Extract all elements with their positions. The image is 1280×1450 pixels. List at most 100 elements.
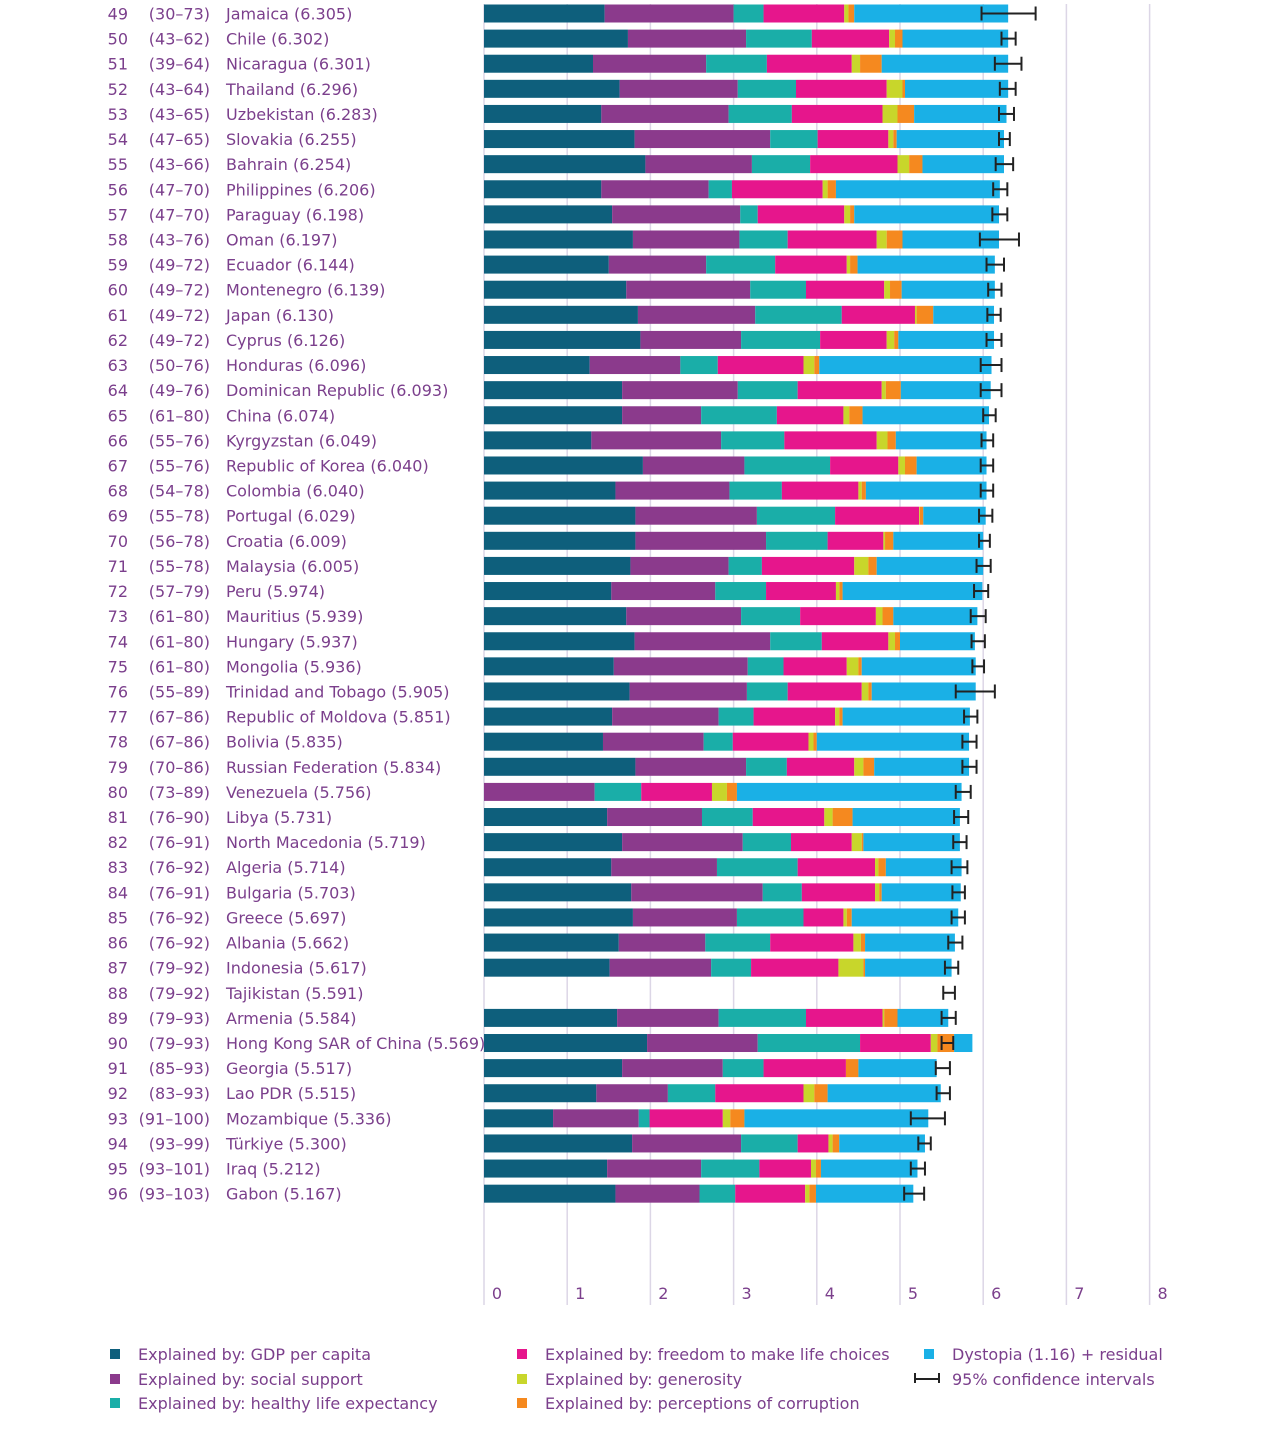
bar-segment-corruption	[858, 657, 862, 676]
bar-segment-social	[607, 1159, 702, 1178]
country-label: Thailand (6.296)	[225, 80, 358, 99]
bar-segment-dystopia	[865, 933, 955, 952]
bar-segment-freedom	[797, 381, 882, 400]
bar-segment-gdp	[484, 506, 636, 525]
rank-range-label: (85–93)	[149, 1059, 210, 1078]
bar-segment-dystopia	[922, 155, 1004, 174]
bar-segment-health	[728, 104, 792, 123]
bar-segment-social	[615, 481, 730, 500]
confidence-interval	[943, 960, 960, 975]
bar-segment-gdp	[484, 381, 623, 400]
rank-range-label: (56–78)	[149, 532, 210, 551]
bar-segment-health	[741, 607, 801, 626]
country-label: Mauritius (5.939)	[226, 607, 363, 626]
country-label: Honduras (6.096)	[226, 356, 366, 375]
bar-segment-freedom	[784, 431, 877, 450]
bar-segment-generosity	[897, 155, 910, 174]
country-row: 66 (55–76) Kyrgyzstan (6.049)	[108, 431, 995, 450]
rank-label: 52	[108, 80, 128, 99]
bar-segment-social	[647, 1034, 758, 1053]
bar-segment-gdp	[484, 883, 632, 902]
bar-segment-social	[637, 305, 756, 324]
country-label: Gabon (5.167)	[226, 1185, 342, 1204]
bar-segment-freedom	[770, 933, 854, 952]
rank-range-label: (49–76)	[149, 381, 210, 400]
rank-label: 65	[108, 406, 128, 425]
bar-segment-gdp	[484, 104, 602, 123]
rank-label: 74	[108, 632, 128, 651]
x-tick-label: 5	[908, 1284, 918, 1303]
bar-segment-freedom	[786, 757, 855, 776]
bar-segment-gdp	[484, 556, 631, 575]
country-label: Uzbekistan (6.283)	[226, 105, 378, 124]
bar-segment-corruption	[895, 632, 900, 651]
country-label: Colombia (6.040)	[226, 482, 365, 501]
bar-segment-generosity	[883, 531, 886, 550]
bar-segment-social	[622, 833, 743, 852]
x-tick-label: 1	[575, 1284, 585, 1303]
rank-label: 87	[108, 959, 128, 978]
bar-segment-dystopia	[900, 381, 991, 400]
bar-segment-social	[484, 782, 595, 801]
bar-segment-dystopia	[885, 858, 962, 877]
bar-segment-health	[747, 657, 784, 676]
rank-range-label: (55–76)	[149, 456, 210, 475]
country-label: Indonesia (5.617)	[226, 959, 367, 978]
bar-segment-gdp	[484, 657, 614, 676]
country-label: Jamaica (6.305)	[225, 5, 352, 24]
confidence-interval	[998, 106, 1015, 121]
bar-segment-dystopia	[816, 732, 970, 751]
confidence-interval	[970, 634, 986, 649]
bar-segment-corruption	[886, 230, 903, 249]
rank-label: 89	[108, 1009, 128, 1028]
bar-segment-health	[706, 54, 767, 73]
country-label: Mozambique (5.336)	[226, 1109, 392, 1128]
bar-segment-generosity	[898, 456, 905, 475]
bar-segment-social	[553, 1109, 639, 1128]
bar-segment-social	[611, 858, 717, 877]
bar-segment-social	[607, 808, 702, 827]
bar-segment-freedom	[827, 531, 884, 550]
bar-segment-health	[703, 732, 733, 751]
bar-segment-gdp	[484, 79, 620, 98]
rank-label: 77	[108, 708, 128, 727]
bar-segment-freedom	[800, 607, 876, 626]
bar-segment-freedom	[763, 1059, 846, 1078]
bar-segment-generosity	[851, 833, 862, 852]
bar-segment-corruption	[832, 1134, 840, 1153]
rank-label: 69	[108, 507, 128, 526]
bar-segment-health	[680, 356, 718, 375]
bar-segment-social	[627, 29, 747, 48]
bar-segment-generosity	[835, 707, 840, 726]
bar-segment-corruption	[895, 29, 903, 48]
rank-range-label: (61–80)	[149, 607, 210, 626]
confidence-interval	[942, 985, 956, 1000]
bar-segment-gdp	[484, 431, 592, 450]
bar-segment-freedom	[805, 280, 885, 299]
rank-range-label: (43–65)	[149, 105, 210, 124]
confidence-interval	[940, 1036, 955, 1051]
bar-segment-gdp	[484, 481, 616, 500]
rank-range-label: (50–76)	[149, 356, 210, 375]
bar-segment-freedom	[860, 1034, 931, 1053]
rank-label: 91	[108, 1059, 128, 1078]
bar-segment-health	[701, 406, 777, 425]
bar-segment-gdp	[484, 632, 635, 651]
bar-segment-gdp	[484, 908, 633, 927]
confidence-interval	[961, 734, 978, 749]
country-label: Türkiye (5.300)	[225, 1134, 347, 1153]
bar-segment-corruption	[919, 506, 924, 525]
bar-segment-dystopia	[893, 607, 978, 626]
bar-segment-generosity	[846, 255, 851, 274]
bar-segment-social	[612, 707, 719, 726]
country-row: 96 (93–103) Gabon (5.167)	[108, 1184, 926, 1204]
bar-segment-dystopia	[827, 1084, 941, 1103]
bar-segment-dystopia	[897, 1008, 949, 1027]
country-label: Croatia (6.009)	[226, 532, 347, 551]
bar-segment-gdp	[484, 255, 609, 274]
country-row: 87 (79–92) Indonesia (5.617)	[108, 958, 960, 978]
country-row: 82 (76–91) North Macedonia (5.719)	[108, 833, 968, 852]
country-row: 90 (79–93) Hong Kong SAR of China (5.569)	[108, 1034, 973, 1053]
bar-segment-corruption	[861, 833, 864, 852]
country-label: Oman (6.197)	[226, 230, 338, 249]
